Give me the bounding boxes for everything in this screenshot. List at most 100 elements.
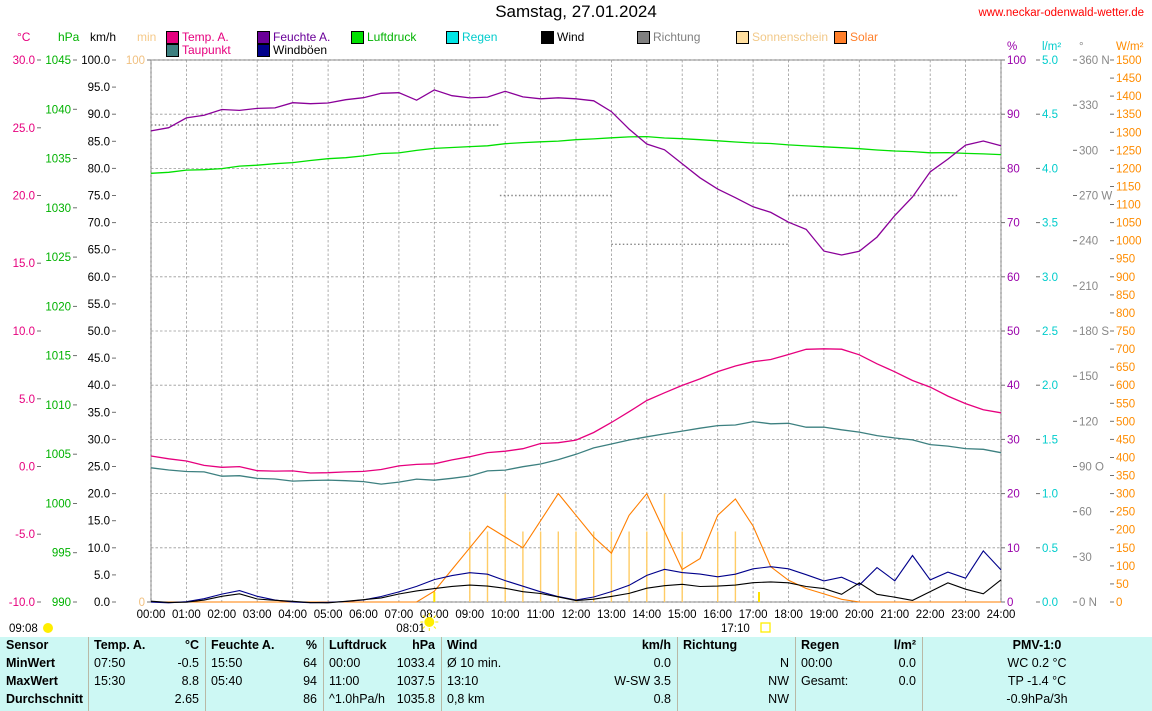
- svg-text:1.0: 1.0: [1042, 489, 1058, 501]
- svg-text:1010: 1010: [45, 400, 71, 412]
- svg-text:20:00: 20:00: [845, 609, 874, 621]
- svg-text:70.0: 70.0: [88, 218, 110, 230]
- svg-text:16:00: 16:00: [703, 609, 732, 621]
- svg-text:04:00: 04:00: [278, 609, 307, 621]
- svg-text:100: 100: [1116, 561, 1135, 573]
- svg-text:15:00: 15:00: [668, 609, 697, 621]
- svg-text:1.5: 1.5: [1042, 434, 1058, 446]
- svg-text:11:00: 11:00: [527, 609, 555, 621]
- svg-text:01:00: 01:00: [172, 609, 201, 621]
- svg-text:18:00: 18:00: [774, 609, 803, 621]
- svg-text:1200: 1200: [1116, 163, 1142, 175]
- svg-text:30: 30: [1007, 434, 1020, 446]
- svg-text:1450: 1450: [1116, 73, 1142, 85]
- svg-text:1050: 1050: [1116, 218, 1142, 230]
- svg-text:65.0: 65.0: [88, 245, 110, 257]
- svg-text:2.0: 2.0: [1042, 380, 1058, 392]
- svg-text:35.0: 35.0: [88, 407, 110, 419]
- svg-text:1300: 1300: [1116, 127, 1142, 139]
- svg-text:45.0: 45.0: [88, 353, 110, 365]
- svg-text:300: 300: [1116, 489, 1135, 501]
- svg-text:1015: 1015: [45, 351, 71, 363]
- svg-text:-5.0: -5.0: [15, 529, 35, 541]
- svg-text:1030: 1030: [45, 203, 71, 215]
- svg-text:85.0: 85.0: [88, 136, 110, 148]
- svg-text:02:00: 02:00: [207, 609, 236, 621]
- svg-text:150: 150: [1116, 543, 1135, 555]
- svg-text:3.0: 3.0: [1042, 272, 1058, 284]
- svg-text:500: 500: [1116, 416, 1135, 428]
- svg-text:200: 200: [1116, 525, 1135, 537]
- svg-text:30.0: 30.0: [88, 434, 110, 446]
- svg-text:1100: 1100: [1116, 200, 1141, 212]
- svg-text:15.0: 15.0: [13, 258, 35, 270]
- svg-text:1040: 1040: [45, 104, 71, 116]
- svg-text:5.0: 5.0: [94, 570, 110, 582]
- svg-text:95.0: 95.0: [88, 82, 110, 94]
- svg-text:22:00: 22:00: [916, 609, 945, 621]
- svg-text:40.0: 40.0: [88, 380, 110, 392]
- svg-text:17:10: 17:10: [721, 623, 750, 635]
- svg-text:0.5: 0.5: [1042, 543, 1058, 555]
- svg-text:50.0: 50.0: [88, 326, 110, 338]
- svg-text:50: 50: [1007, 326, 1020, 338]
- svg-text:0.0: 0.0: [94, 597, 110, 609]
- svg-text:150: 150: [1079, 371, 1098, 383]
- svg-text:250: 250: [1116, 507, 1135, 519]
- svg-text:180 S: 180 S: [1079, 326, 1109, 338]
- svg-text:12:00: 12:00: [562, 609, 591, 621]
- svg-text:400: 400: [1116, 453, 1135, 465]
- svg-text:90.0: 90.0: [88, 109, 110, 121]
- svg-text:10:00: 10:00: [491, 609, 520, 621]
- svg-text:1045: 1045: [45, 55, 71, 67]
- svg-text:1400: 1400: [1116, 91, 1142, 103]
- svg-text:80: 80: [1007, 163, 1020, 175]
- svg-text:19:00: 19:00: [810, 609, 839, 621]
- svg-text:06:00: 06:00: [349, 609, 378, 621]
- svg-text:5.0: 5.0: [1042, 55, 1058, 67]
- svg-text:350: 350: [1116, 471, 1135, 483]
- svg-text:750: 750: [1116, 326, 1135, 338]
- svg-text:10.0: 10.0: [13, 326, 35, 338]
- svg-text:W/m²: W/m²: [1116, 41, 1144, 53]
- svg-text:1005: 1005: [45, 449, 71, 461]
- svg-text:30.0: 30.0: [13, 55, 35, 67]
- svg-text:09:08: 09:08: [9, 623, 38, 635]
- svg-text:21:00: 21:00: [880, 609, 909, 621]
- svg-text:995: 995: [52, 548, 71, 560]
- svg-text:60.0: 60.0: [88, 272, 110, 284]
- svg-text:3.5: 3.5: [1042, 218, 1058, 230]
- svg-text:90: 90: [1007, 109, 1020, 121]
- svg-text:90 O: 90 O: [1079, 462, 1104, 474]
- svg-text:100: 100: [126, 55, 145, 67]
- svg-text:0: 0: [1007, 597, 1013, 609]
- svg-text:900: 900: [1116, 272, 1135, 284]
- svg-text:0: 0: [139, 597, 145, 609]
- svg-text:1500: 1500: [1116, 55, 1142, 67]
- svg-text:4.0: 4.0: [1042, 163, 1058, 175]
- svg-text:10.0: 10.0: [88, 543, 110, 555]
- svg-text:4.5: 4.5: [1042, 109, 1058, 121]
- svg-text:08:00: 08:00: [420, 609, 449, 621]
- svg-text:20: 20: [1007, 489, 1020, 501]
- svg-text:1250: 1250: [1116, 145, 1142, 157]
- svg-text:60: 60: [1007, 272, 1020, 284]
- svg-text:15.0: 15.0: [88, 516, 110, 528]
- svg-text:23:00: 23:00: [951, 609, 980, 621]
- svg-text:75.0: 75.0: [88, 191, 110, 203]
- svg-text:03:00: 03:00: [243, 609, 272, 621]
- svg-text:600: 600: [1116, 380, 1135, 392]
- svg-text:950: 950: [1116, 254, 1135, 266]
- svg-text:210: 210: [1079, 281, 1098, 293]
- svg-text:0.0: 0.0: [19, 462, 35, 474]
- svg-text:60: 60: [1079, 507, 1092, 519]
- svg-text:100.0: 100.0: [81, 55, 110, 67]
- svg-text:330: 330: [1079, 100, 1098, 112]
- svg-text:l/m²: l/m²: [1042, 41, 1061, 53]
- svg-text:850: 850: [1116, 290, 1135, 302]
- svg-text:1025: 1025: [45, 252, 71, 264]
- svg-text:1000: 1000: [1116, 236, 1142, 248]
- svg-text:120: 120: [1079, 416, 1098, 428]
- svg-text:1020: 1020: [45, 301, 71, 313]
- svg-text:13:00: 13:00: [597, 609, 626, 621]
